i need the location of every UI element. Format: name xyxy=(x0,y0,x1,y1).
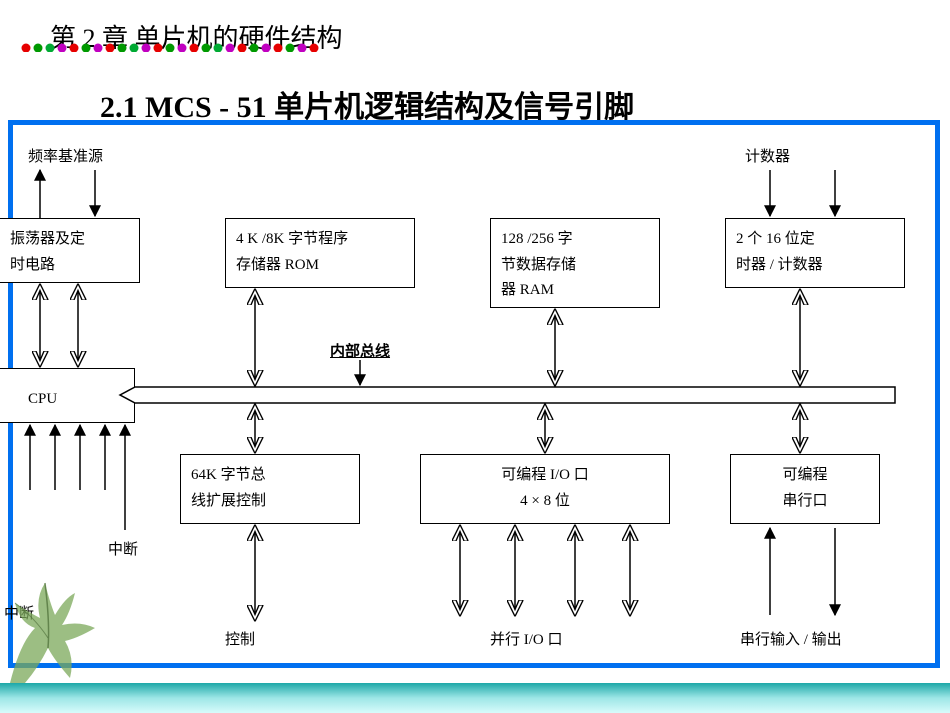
diagram-frame xyxy=(8,120,940,668)
rom-block: 4 K /8K 字节程序 存储器 ROM xyxy=(225,218,415,288)
rom-line2: 存储器 ROM xyxy=(236,253,404,279)
ram-line1: 128 /256 字 xyxy=(501,227,649,253)
decorative-dots xyxy=(20,42,420,52)
ext-line1: 64K 字节总 xyxy=(191,463,349,489)
io-line1: 可编程 I/O 口 xyxy=(431,463,659,489)
cpu-block: CPU xyxy=(0,368,135,423)
serial-io-label: 串行输入 / 输出 xyxy=(740,628,842,649)
ext64k-block: 64K 字节总 线扩展控制 xyxy=(180,454,360,524)
osc-line2: 时电路 xyxy=(10,253,129,279)
io48-block: 可编程 I/O 口 4 × 8 位 xyxy=(420,454,670,524)
timer-line2: 时器 / 计数器 xyxy=(736,253,894,279)
ser-line1: 可编程 xyxy=(741,463,869,489)
timer-block: 2 个 16 位定 时器 / 计数器 xyxy=(725,218,905,288)
freq-ref-label: 频率基准源 xyxy=(28,145,103,166)
parallel-io-label: 并行 I/O 口 xyxy=(490,628,563,649)
ser-line2: 串行口 xyxy=(741,489,869,515)
footer-gradient xyxy=(0,683,950,713)
cpu-line1: CPU xyxy=(28,387,124,413)
leaf-decoration xyxy=(0,543,120,693)
ext-line2: 线扩展控制 xyxy=(191,489,349,515)
io-line2: 4 × 8 位 xyxy=(431,489,659,515)
osc-line1: 振荡器及定 xyxy=(10,227,129,253)
timer-line1: 2 个 16 位定 xyxy=(736,227,894,253)
serial-block: 可编程 串行口 xyxy=(730,454,880,524)
control-label: 控制 xyxy=(225,628,255,649)
rom-line1: 4 K /8K 字节程序 xyxy=(236,227,404,253)
ram-line2: 节数据存储 xyxy=(501,253,649,279)
oscillator-block: 振荡器及定 时电路 xyxy=(0,218,140,283)
ram-line3: 器 RAM xyxy=(501,278,649,304)
counter-label: 计数器 xyxy=(745,145,790,166)
internal-bus-label: 内部总线 xyxy=(330,340,390,361)
ram-block: 128 /256 字 节数据存储 器 RAM xyxy=(490,218,660,308)
